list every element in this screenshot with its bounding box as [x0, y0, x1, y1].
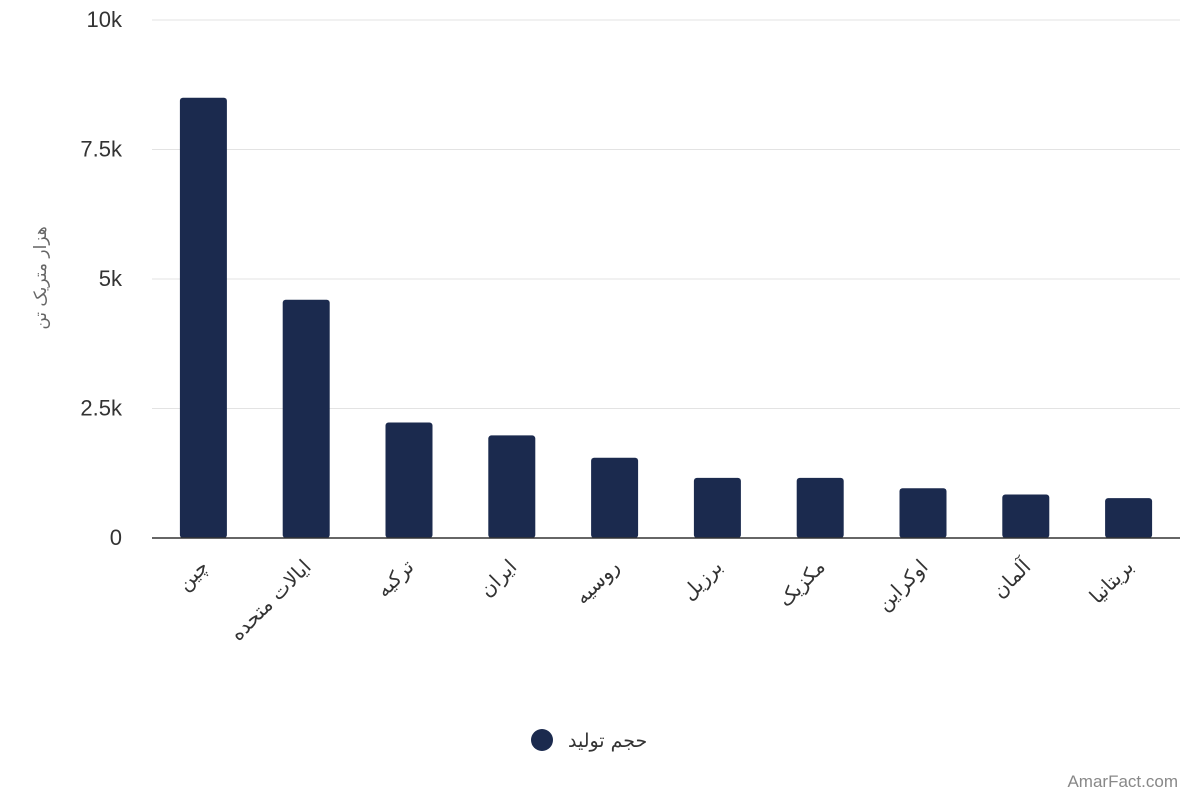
legend-marker: [531, 729, 553, 751]
x-axis-labels: چین ایالات متحده ترکیه ایران روسیه برزیل مکزیک…: [172, 553, 1138, 646]
y-tick-label: 7.5k: [80, 137, 123, 162]
watermark: AmarFact.com: [1067, 772, 1178, 791]
bar[interactable]: [488, 435, 536, 538]
x-tick-label: اوکراین: [872, 555, 933, 616]
x-tick-label: مکزیک: [773, 555, 830, 612]
y-axis-label: هزار متریک تن: [31, 226, 51, 329]
bar[interactable]: [1002, 494, 1050, 538]
legend-label: حجم تولید: [568, 730, 647, 752]
x-tick-label: ایران: [474, 555, 521, 602]
x-tick-label: بریتانیا: [1084, 555, 1138, 609]
gridlines: [152, 19, 1180, 409]
y-tick-label: 5k: [99, 266, 123, 291]
y-tick-label: 10k: [87, 7, 123, 32]
y-tick-label: 2.5k: [80, 396, 123, 421]
y-tick-label: 0: [110, 525, 122, 550]
bar[interactable]: [693, 477, 741, 538]
x-tick-label: ترکیه: [371, 555, 418, 602]
x-tick-label: روسیه: [570, 555, 624, 609]
bar[interactable]: [1105, 498, 1153, 538]
y-axis-ticks: 0 2.5k 5k 7.5k 10k: [80, 7, 123, 550]
bar[interactable]: [179, 97, 227, 538]
x-tick-label: برزیل: [677, 555, 727, 605]
bars: [179, 97, 1153, 538]
bar[interactable]: [282, 299, 330, 538]
bar[interactable]: [796, 477, 844, 538]
x-tick-label: آلمان: [987, 553, 1037, 603]
x-tick-label: چین: [172, 555, 213, 596]
x-tick-label: ایالات متحده: [225, 555, 316, 646]
legend[interactable]: حجم تولید: [531, 729, 647, 752]
bar[interactable]: [899, 488, 947, 538]
bar[interactable]: [385, 422, 433, 538]
bar[interactable]: [591, 457, 639, 538]
